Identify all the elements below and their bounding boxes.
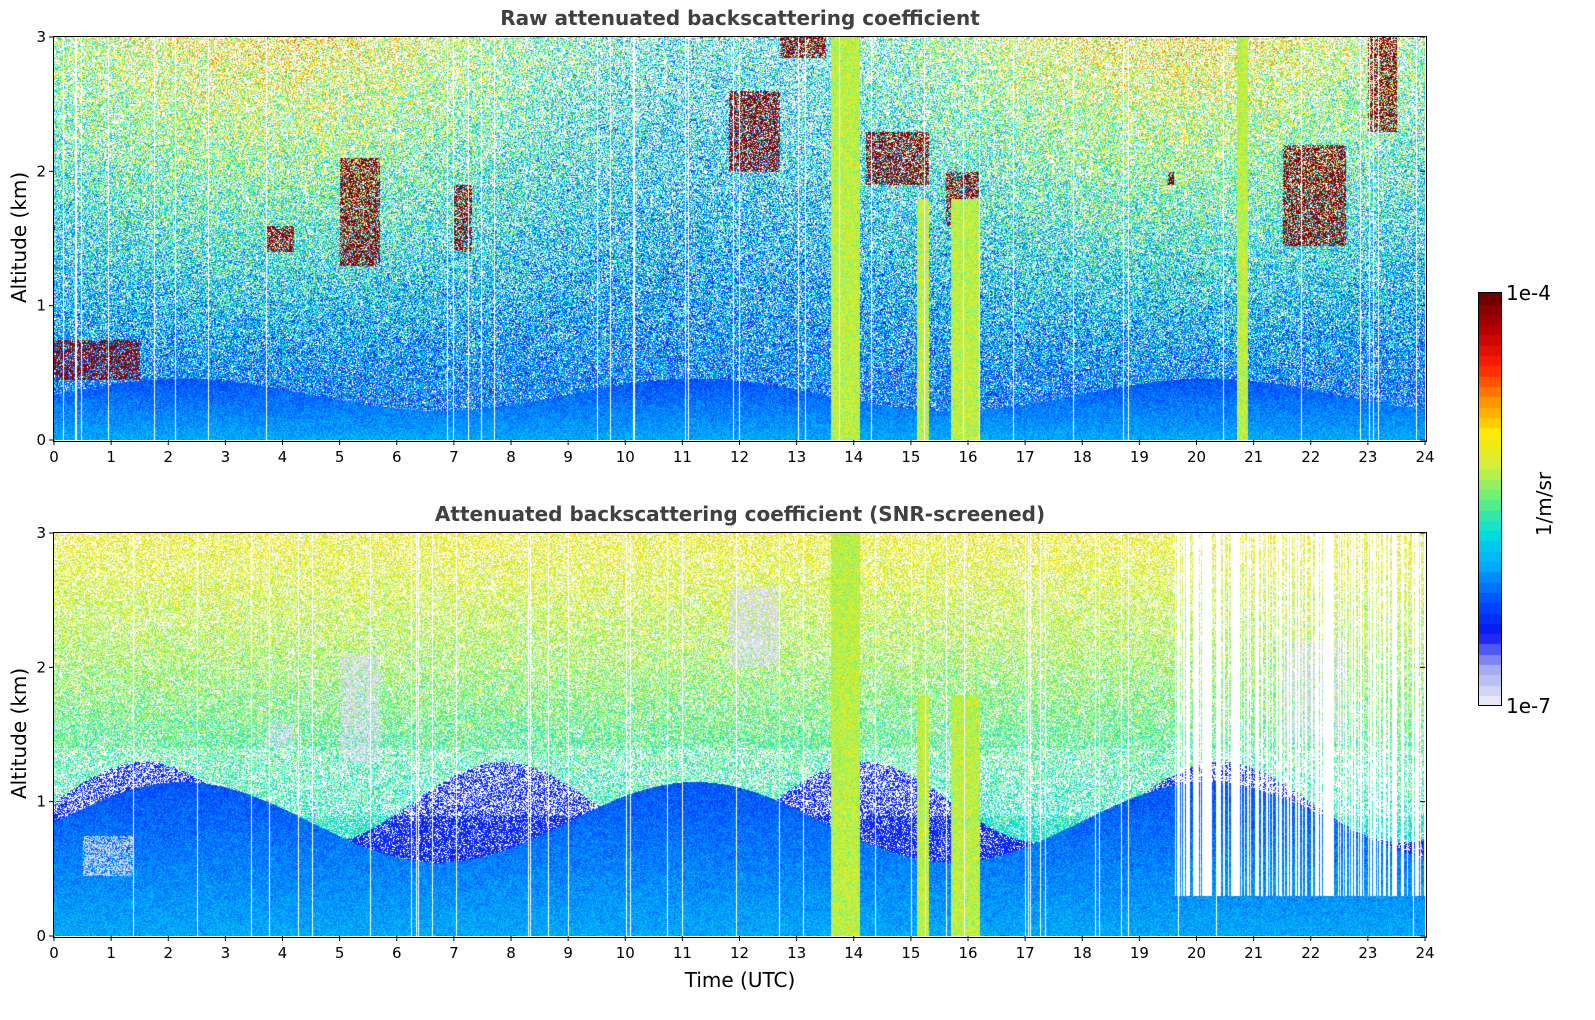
x-tick-label: 2 — [163, 944, 173, 962]
x-tick-label: 15 — [901, 944, 920, 962]
colorbar-gradient — [1479, 293, 1501, 705]
y-tick-label: 1 — [36, 297, 46, 315]
x-tick-label: 23 — [1358, 448, 1377, 466]
x-tick-label: 12 — [730, 944, 749, 962]
x-tick-label: 0 — [49, 944, 59, 962]
y-tick-label: 3 — [36, 28, 46, 46]
x-tick-label: 1 — [106, 448, 116, 466]
colorbar — [1478, 292, 1502, 706]
y-tick-label: 3 — [36, 524, 46, 542]
y-tick-label: 2 — [36, 162, 46, 180]
top-plot-area — [53, 36, 1427, 442]
y-tick-label: 2 — [36, 658, 46, 676]
x-tick-label: 20 — [1187, 944, 1206, 962]
x-tick-label: 7 — [449, 448, 459, 466]
x-tick-label: 8 — [506, 944, 516, 962]
x-tick-label: 0 — [49, 448, 59, 466]
x-tick-label: 13 — [787, 944, 806, 962]
bottom-panel-title: Attenuated backscattering coefficient (S… — [434, 502, 1046, 526]
x-tick-label: 13 — [787, 448, 806, 466]
x-tick-label: 4 — [278, 944, 288, 962]
x-tick-label: 6 — [392, 448, 402, 466]
y-tick-label: 1 — [36, 793, 46, 811]
x-tick-label: 21 — [1244, 944, 1263, 962]
x-tick-label: 22 — [1301, 448, 1320, 466]
x-tick-label: 18 — [1073, 448, 1092, 466]
x-tick-label: 2 — [163, 448, 173, 466]
x-tick-label: 14 — [844, 448, 863, 466]
colorbar-unit-label: 1/m/sr — [1532, 471, 1556, 537]
x-tick-label: 20 — [1187, 448, 1206, 466]
y-tick-label: 0 — [36, 431, 46, 449]
x-tick-label: 23 — [1358, 944, 1377, 962]
top-y-axis-label: Altitude (km) — [7, 171, 31, 303]
x-tick-label: 10 — [616, 448, 635, 466]
x-tick-label: 6 — [392, 944, 402, 962]
bottom-heatmap — [54, 533, 1425, 936]
x-tick-label: 9 — [563, 448, 573, 466]
x-tick-label: 11 — [673, 448, 692, 466]
x-tick-label: 19 — [1130, 944, 1149, 962]
x-tick-label: 10 — [616, 944, 635, 962]
x-tick-label: 1 — [106, 944, 116, 962]
top-heatmap — [54, 37, 1425, 440]
x-tick-label: 19 — [1130, 448, 1149, 466]
x-tick-label: 12 — [730, 448, 749, 466]
x-axis-label: Time (UTC) — [684, 968, 796, 992]
x-tick-label: 4 — [278, 448, 288, 466]
top-panel-title: Raw attenuated backscattering coefficien… — [500, 6, 980, 30]
x-tick-label: 17 — [1016, 448, 1035, 466]
x-tick-label: 18 — [1073, 944, 1092, 962]
x-tick-label: 8 — [506, 448, 516, 466]
x-tick-label: 16 — [958, 448, 977, 466]
bottom-plot-area — [53, 532, 1427, 938]
x-tick-label: 3 — [221, 448, 231, 466]
colorbar-max-label: 1e-4 — [1506, 281, 1551, 305]
bottom-y-axis-label: Altitude (km) — [7, 667, 31, 799]
x-tick-label: 14 — [844, 944, 863, 962]
x-tick-label: 16 — [958, 944, 977, 962]
y-tick-label: 0 — [36, 927, 46, 945]
x-tick-label: 21 — [1244, 448, 1263, 466]
x-tick-label: 5 — [335, 944, 345, 962]
x-tick-label: 3 — [221, 944, 231, 962]
x-tick-label: 17 — [1016, 944, 1035, 962]
x-tick-label: 7 — [449, 944, 459, 962]
x-tick-label: 22 — [1301, 944, 1320, 962]
x-tick-label: 24 — [1415, 944, 1434, 962]
x-tick-label: 11 — [673, 944, 692, 962]
x-tick-label: 5 — [335, 448, 345, 466]
x-tick-label: 15 — [901, 448, 920, 466]
x-tick-label: 24 — [1415, 448, 1434, 466]
colorbar-min-label: 1e-7 — [1506, 694, 1551, 718]
x-tick-label: 9 — [563, 944, 573, 962]
